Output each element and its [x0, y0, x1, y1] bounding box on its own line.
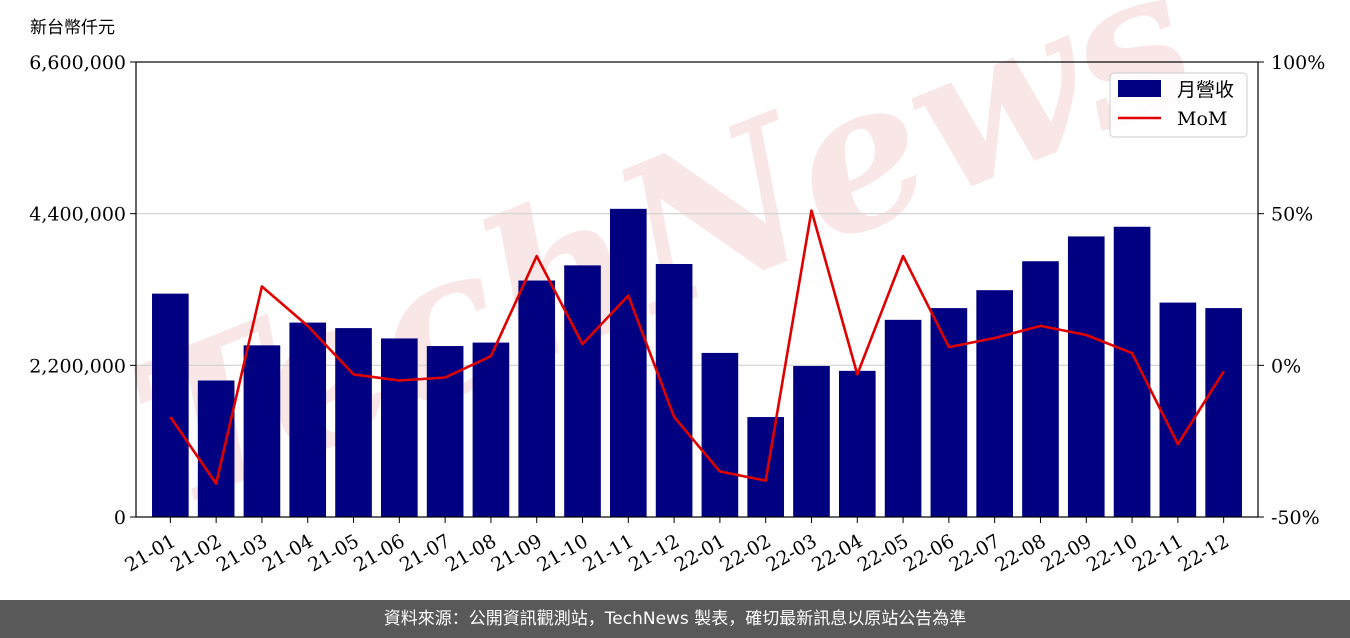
x-tick-label: 22-12: [1175, 530, 1233, 576]
x-tick-label: 21-05: [304, 530, 362, 576]
legend-label-bar: 月營收: [1177, 79, 1234, 101]
y-left-tick-label: 2,200,000: [29, 355, 126, 377]
x-tick-label: 21-08: [442, 530, 500, 576]
bar: [1113, 226, 1151, 518]
bar: [243, 345, 281, 517]
bar: [609, 208, 647, 517]
right-y-axis: -50% 0% 50% 100%: [1258, 52, 1325, 529]
x-tick-label: 21-06: [350, 530, 408, 576]
bar: [884, 319, 922, 517]
x-tick-label: 22-08: [991, 530, 1049, 576]
x-tick-label: 22-01: [671, 530, 729, 576]
x-tick-label: 22-10: [1083, 530, 1141, 576]
y-right-tick-label: 0%: [1271, 355, 1301, 377]
bar: [335, 328, 372, 517]
legend-label-line: MoM: [1177, 108, 1227, 130]
x-tick-label: 21-10: [533, 530, 591, 576]
bar: [564, 265, 601, 517]
bar: [197, 380, 235, 517]
mom-line-series: [169, 209, 1225, 485]
mom-line: [169, 209, 1225, 485]
bar: [747, 417, 785, 517]
x-tick-label: 21-09: [488, 530, 546, 576]
left-y-axis: 0 2,200,000 4,400,000 6,600,000: [29, 52, 136, 529]
y-left-tick-label: 6,600,000: [29, 52, 126, 74]
bar: [930, 308, 968, 517]
bar-series: [152, 208, 1242, 518]
y-left-tick-label: 0: [114, 507, 126, 529]
bar: [518, 280, 556, 517]
x-tick-label: 21-04: [259, 530, 317, 576]
x-tick-label: 22-06: [900, 530, 958, 576]
x-tick-label: 22-04: [808, 530, 866, 576]
x-tick-label: 22-09: [1037, 530, 1095, 576]
x-tick-label: 21-12: [625, 530, 683, 576]
legend: 月營收 MoM: [1109, 72, 1248, 138]
x-tick-label: 22-02: [717, 530, 775, 576]
y-left-tick-label: 4,400,000: [29, 204, 126, 226]
x-tick-label: 22-11: [1129, 530, 1187, 576]
bar: [426, 346, 464, 517]
x-tick-label: 21-07: [396, 530, 454, 576]
bar: [701, 352, 739, 517]
bar: [289, 322, 327, 517]
y-right-tick-label: 50%: [1271, 204, 1313, 226]
bar: [976, 290, 1013, 517]
y-right-tick-label: 100%: [1271, 52, 1325, 74]
y-axis-unit-label: 新台幣仟元: [30, 18, 115, 38]
bar: [1205, 308, 1242, 517]
bar: [1159, 302, 1197, 517]
x-tick-label: 21-11: [579, 530, 637, 576]
bar: [152, 293, 189, 517]
source-footer: 資料來源：公開資訊觀測站，TechNews 製表，確切最新訊息以原站公告為準: [0, 600, 1350, 638]
legend-swatch-bar: [1118, 80, 1161, 97]
bar: [793, 366, 830, 517]
bar: [381, 338, 418, 517]
bar: [1022, 261, 1059, 517]
bar: [655, 263, 693, 517]
bar: [472, 342, 510, 517]
plot-frame: [135, 61, 1259, 518]
x-tick-label: 22-07: [946, 530, 1004, 576]
x-axis: 21-0121-0221-0321-0421-0521-0621-0721-08…: [121, 517, 1233, 576]
x-tick-label: 22-03: [762, 530, 820, 576]
bar: [1067, 236, 1105, 517]
y-right-tick-label: -50%: [1271, 507, 1320, 529]
x-tick-label: 22-05: [854, 530, 912, 576]
bar: [838, 370, 876, 517]
x-tick-label: 21-01: [121, 530, 179, 576]
